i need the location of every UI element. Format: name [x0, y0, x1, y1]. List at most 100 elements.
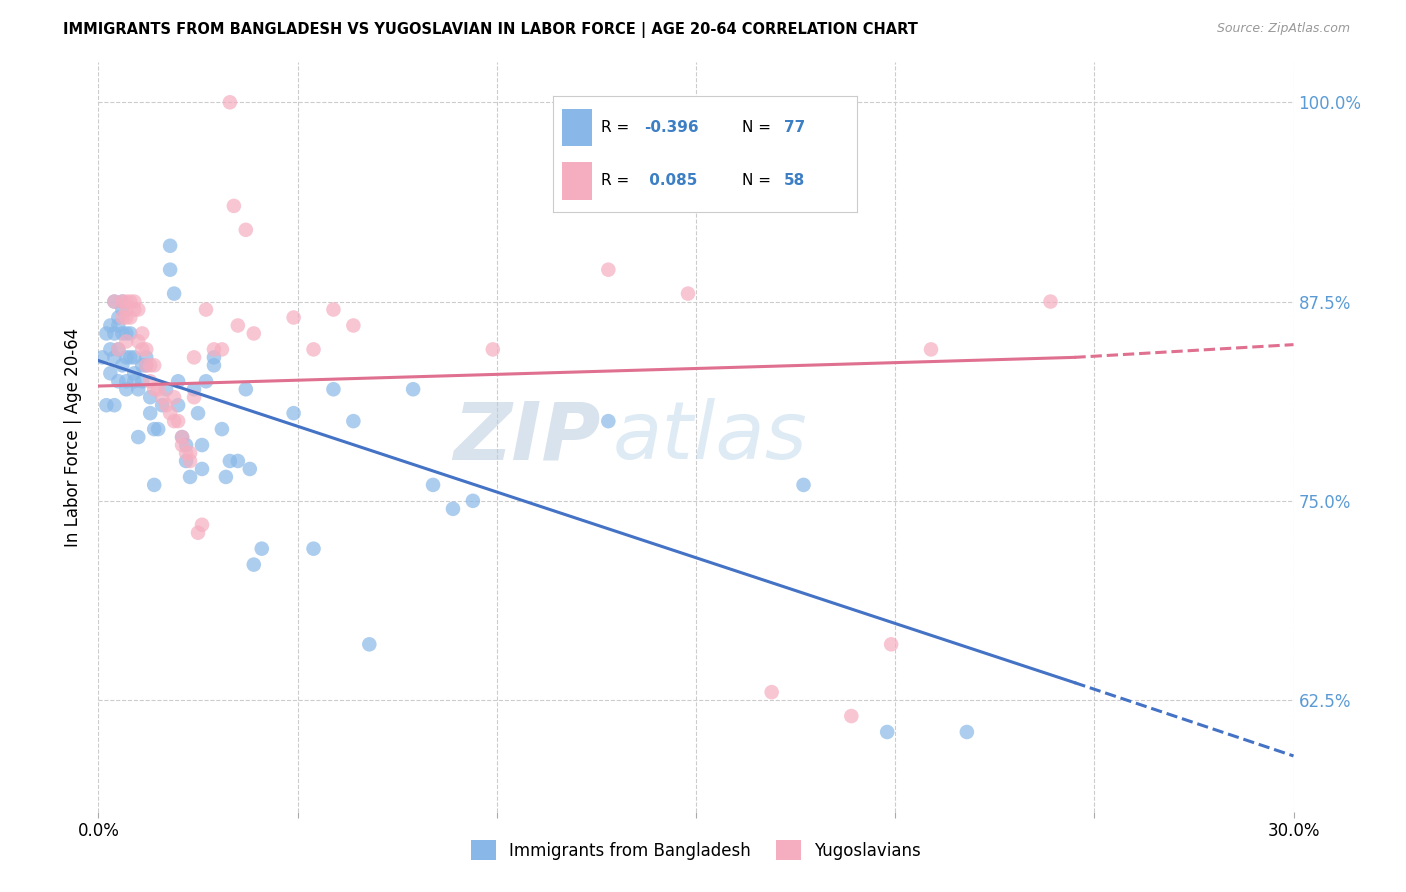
Point	[211, 422, 233, 436]
Point	[302, 541, 325, 556]
Point	[139, 359, 162, 373]
Point	[115, 302, 138, 317]
Point	[135, 343, 157, 357]
Point	[143, 478, 166, 492]
Point	[167, 398, 190, 412]
Point	[111, 359, 134, 373]
Point	[120, 351, 142, 365]
Point	[124, 374, 146, 388]
Point	[143, 422, 166, 436]
Point	[172, 438, 194, 452]
Point	[143, 382, 166, 396]
Point	[422, 478, 444, 492]
Point	[461, 493, 484, 508]
Point	[598, 414, 620, 428]
Point	[148, 422, 170, 436]
Point	[172, 430, 194, 444]
Point	[250, 541, 273, 556]
Point	[115, 334, 138, 349]
Point	[183, 351, 205, 365]
Point	[107, 318, 129, 333]
Point	[163, 390, 186, 404]
Point	[124, 351, 146, 365]
Point	[239, 462, 262, 476]
Point	[163, 414, 186, 428]
Point	[124, 367, 146, 381]
Point	[359, 637, 381, 651]
Point	[139, 406, 162, 420]
Point	[179, 470, 201, 484]
Point	[841, 709, 863, 723]
Point	[191, 438, 214, 452]
Point	[876, 725, 898, 739]
Point	[342, 414, 364, 428]
Point	[195, 302, 218, 317]
Point	[302, 343, 325, 357]
Point	[191, 517, 214, 532]
Point	[195, 374, 218, 388]
Point	[155, 398, 177, 412]
Y-axis label: In Labor Force | Age 20-64: In Labor Force | Age 20-64	[65, 327, 83, 547]
Point	[342, 318, 364, 333]
Point	[115, 374, 138, 388]
Point	[150, 390, 173, 404]
Point	[163, 286, 186, 301]
Point	[155, 382, 177, 396]
Point	[159, 239, 181, 253]
Point	[226, 454, 249, 468]
Point	[115, 382, 138, 396]
Point	[91, 351, 114, 365]
Point	[174, 446, 197, 460]
Point	[676, 286, 699, 301]
Point	[159, 262, 181, 277]
Point	[103, 398, 125, 412]
Point	[215, 470, 238, 484]
Point	[920, 343, 942, 357]
Point	[211, 343, 233, 357]
Point	[243, 558, 266, 572]
Point	[120, 326, 142, 341]
Point	[243, 326, 266, 341]
Point	[107, 343, 129, 357]
Point	[598, 262, 620, 277]
Point	[219, 95, 242, 110]
Point	[139, 390, 162, 404]
Point	[235, 382, 257, 396]
Text: atlas: atlas	[613, 398, 807, 476]
Point	[131, 326, 153, 341]
Point	[127, 334, 149, 349]
Point	[111, 302, 134, 317]
Point	[131, 359, 153, 373]
Point	[226, 318, 249, 333]
Point	[131, 343, 153, 357]
Point	[187, 406, 209, 420]
Point	[1039, 294, 1062, 309]
Point	[107, 374, 129, 388]
Point	[135, 359, 157, 373]
Point	[219, 454, 242, 468]
Point	[115, 294, 138, 309]
Point	[115, 351, 138, 365]
Point	[127, 382, 149, 396]
Point	[143, 359, 166, 373]
Point	[402, 382, 425, 396]
Point	[761, 685, 783, 699]
Point	[150, 398, 173, 412]
Point	[135, 351, 157, 365]
Point	[103, 294, 125, 309]
Point	[111, 326, 134, 341]
Point	[283, 406, 305, 420]
Point	[107, 343, 129, 357]
Point	[183, 390, 205, 404]
Point	[103, 326, 125, 341]
Point	[202, 351, 225, 365]
Point	[283, 310, 305, 325]
Point	[127, 430, 149, 444]
Point	[96, 398, 118, 412]
Point	[172, 430, 194, 444]
Point	[115, 310, 138, 325]
Point	[183, 382, 205, 396]
Point	[441, 501, 464, 516]
Point	[167, 374, 190, 388]
Point	[124, 302, 146, 317]
